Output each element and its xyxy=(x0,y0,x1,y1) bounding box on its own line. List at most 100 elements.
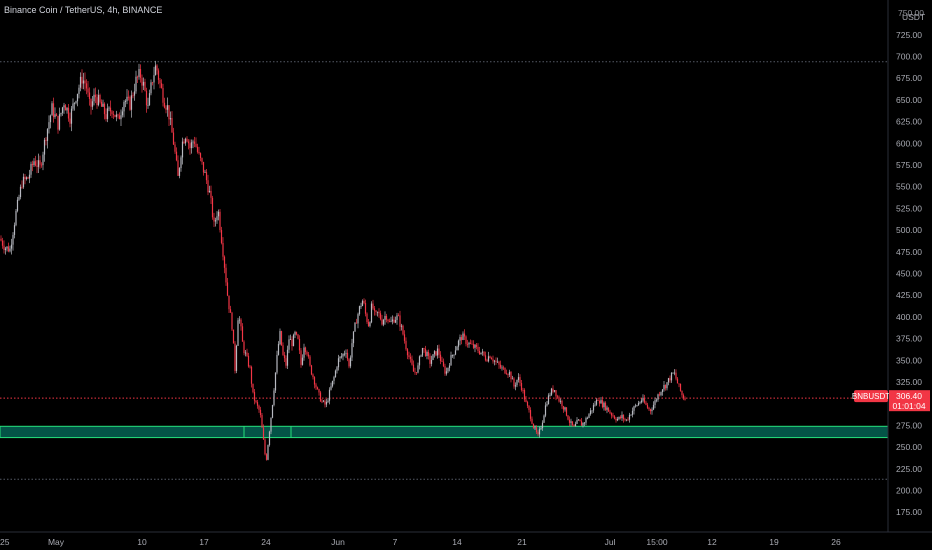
candle-body xyxy=(418,356,421,366)
candle-body xyxy=(72,103,74,109)
candle-body xyxy=(22,176,25,188)
candle-body xyxy=(639,402,641,404)
candle-body xyxy=(4,248,7,250)
candle-body xyxy=(234,343,236,371)
support-zone-rect[interactable] xyxy=(0,425,889,439)
chart-title: Binance Coin / TetherUS, 4h, BINANCE xyxy=(4,5,163,15)
candle-body xyxy=(505,373,508,375)
candle-body xyxy=(535,427,538,433)
candle-body xyxy=(598,400,601,404)
candle-body xyxy=(649,409,652,412)
candle-body xyxy=(306,351,308,355)
candle-body xyxy=(63,105,65,108)
candle-body xyxy=(447,367,449,372)
candle-body xyxy=(36,165,38,167)
candle-body xyxy=(612,415,614,417)
candle-body xyxy=(273,390,275,406)
candle-body xyxy=(27,177,29,179)
candle-body xyxy=(274,372,277,391)
candle-body xyxy=(126,96,128,102)
candle-body xyxy=(477,346,479,351)
price-tick-label: 725.00 xyxy=(896,30,922,40)
candle-body xyxy=(267,445,269,460)
candle-body xyxy=(411,358,413,365)
candle-body xyxy=(205,172,208,181)
candle-body xyxy=(561,400,563,407)
candle-body xyxy=(247,355,250,367)
candle-body xyxy=(603,402,605,408)
candle-body xyxy=(219,211,221,231)
candle-body xyxy=(394,320,397,323)
candle-body xyxy=(52,103,55,118)
candle-body xyxy=(637,403,640,406)
candle-body xyxy=(138,69,140,77)
candle-body xyxy=(28,174,31,179)
price-tick-label: 250.00 xyxy=(896,442,922,452)
candle-body xyxy=(37,160,40,167)
candle-body xyxy=(148,93,151,106)
candle-body xyxy=(460,337,463,340)
candle-body xyxy=(237,320,239,346)
candle-body xyxy=(600,400,602,404)
candle-body xyxy=(91,101,94,107)
candle-body xyxy=(355,322,358,324)
candle-body xyxy=(54,114,56,118)
candle-body xyxy=(577,419,580,421)
candle-body xyxy=(322,400,325,402)
candle-body xyxy=(676,378,679,384)
candle-body xyxy=(348,359,350,367)
candle-body xyxy=(228,295,230,310)
candle-body xyxy=(463,333,466,337)
time-axis: 25 May 10 17 24 Jun 7 14 21 Jul 12 19 26 15:00 xyxy=(0,531,932,547)
candle-body xyxy=(240,319,242,327)
candle-body xyxy=(657,394,659,400)
candle-body xyxy=(337,358,340,368)
candle-body xyxy=(31,163,34,166)
candle-body xyxy=(420,355,422,357)
candle-body xyxy=(372,303,374,309)
candle-body xyxy=(661,389,664,393)
candle-body xyxy=(39,160,41,165)
time-tick-label: 10 xyxy=(137,537,147,547)
candle-body xyxy=(208,190,211,193)
candle-body xyxy=(507,374,509,376)
price-tick-label: 225.00 xyxy=(896,464,922,474)
candle-body xyxy=(366,313,368,323)
candle-body xyxy=(343,353,346,355)
candle-body xyxy=(187,141,190,144)
candle-body xyxy=(486,360,488,362)
candle-body xyxy=(117,114,119,116)
candle-body xyxy=(684,398,686,400)
price-tick-label: 200.00 xyxy=(896,486,922,496)
candle-body xyxy=(663,384,665,390)
candle-body xyxy=(574,423,577,427)
candle-body xyxy=(6,246,8,249)
candle-body xyxy=(537,432,539,435)
candle-body xyxy=(433,351,436,355)
candle-body xyxy=(436,348,439,356)
candle-body xyxy=(145,90,148,106)
candle-body xyxy=(442,361,445,367)
candle-body xyxy=(30,163,32,175)
candle-body xyxy=(159,79,161,84)
candle-body xyxy=(513,378,515,387)
price-reference-lines xyxy=(0,61,888,480)
candle-body xyxy=(42,154,44,166)
candle-body xyxy=(570,421,572,423)
candle-body xyxy=(528,405,530,411)
candle-body xyxy=(414,371,416,373)
candle-body xyxy=(426,352,428,357)
candle-body xyxy=(399,315,401,327)
candle-body xyxy=(645,402,647,405)
candle-body xyxy=(345,352,347,354)
candle-body xyxy=(417,365,419,373)
candle-body xyxy=(265,454,268,460)
candle-body xyxy=(66,107,68,111)
candle-body xyxy=(673,372,676,374)
candle-body xyxy=(352,331,355,344)
price-tick-label: 475.00 xyxy=(896,247,922,257)
candle-body xyxy=(594,404,596,406)
candle-body xyxy=(538,429,541,435)
candle-body xyxy=(660,392,662,396)
